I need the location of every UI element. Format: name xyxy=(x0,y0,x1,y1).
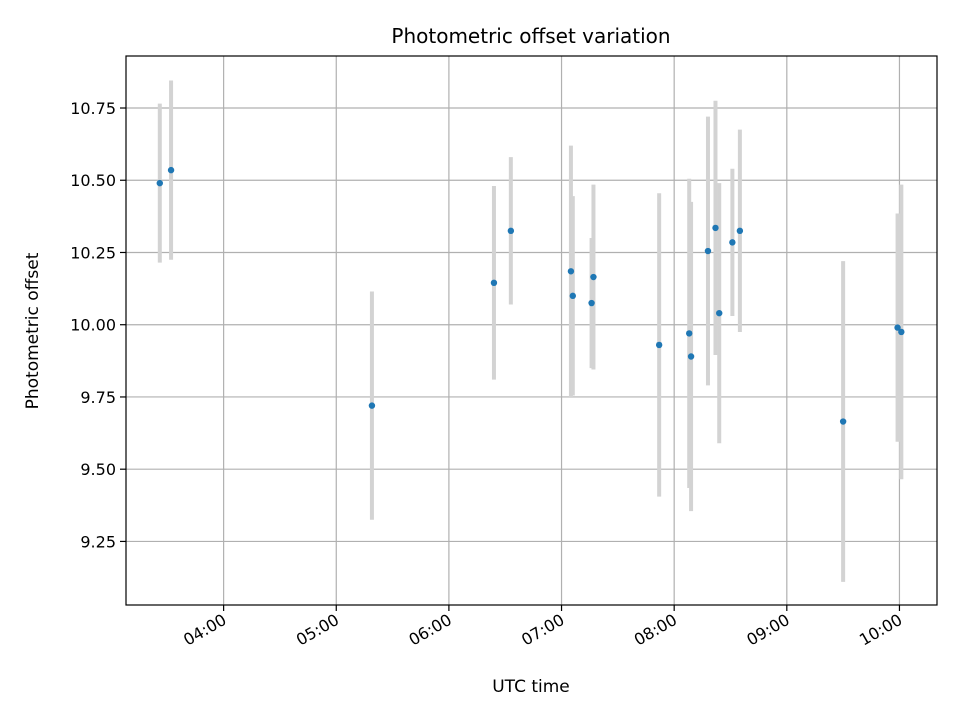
data-point xyxy=(729,239,736,246)
data-point xyxy=(712,224,719,232)
data-point xyxy=(167,166,175,174)
data-point xyxy=(156,179,163,187)
y-tick-label: 9.50 xyxy=(80,460,116,479)
x-axis-title: UTC time xyxy=(492,677,570,697)
y-tick-label: 10.75 xyxy=(70,99,116,118)
y-tick-label: 10.50 xyxy=(70,171,116,190)
y-tick-label: 10.25 xyxy=(70,243,116,262)
data-point xyxy=(655,341,663,349)
y-axis-title: Photometric offset xyxy=(23,252,43,409)
grid-lines xyxy=(126,56,937,605)
data-point xyxy=(567,268,575,275)
y-tick-label: 9.25 xyxy=(80,532,116,551)
y-axis-ticks: 9.25 9.50 9.75 10.00 10.25 10.50 10.75 xyxy=(70,99,126,551)
data-point xyxy=(569,292,577,300)
data-point xyxy=(685,330,693,337)
data-point xyxy=(898,328,905,336)
data-point xyxy=(507,227,515,235)
data-point xyxy=(588,299,595,307)
plot-frame xyxy=(125,55,938,606)
data-point xyxy=(839,418,847,425)
data-point xyxy=(716,309,723,317)
data-point xyxy=(736,227,744,235)
chart-title: Photometric offset variation xyxy=(391,24,670,48)
data-point xyxy=(490,279,498,287)
data-point xyxy=(894,324,901,331)
data-points xyxy=(156,166,905,425)
y-tick-label: 9.75 xyxy=(80,388,116,407)
y-tick-label: 10.00 xyxy=(70,316,116,335)
data-point xyxy=(368,402,376,409)
data-point xyxy=(687,353,695,360)
data-point xyxy=(590,273,597,281)
data-point xyxy=(704,247,712,255)
